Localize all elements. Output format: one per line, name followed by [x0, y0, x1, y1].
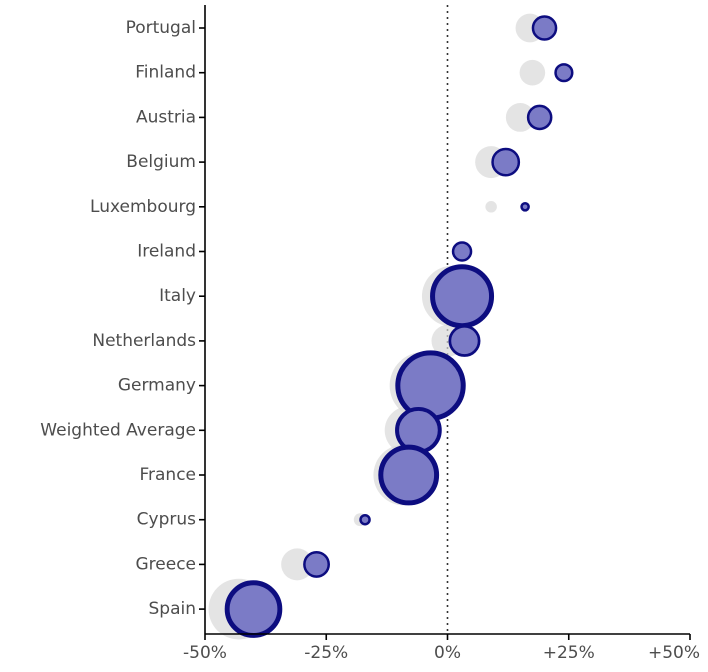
y-tick-label-weighted-average: Weighted Average — [40, 420, 196, 440]
x-tick-label-0: -50% — [183, 643, 227, 663]
y-tick-label-austria: Austria — [136, 107, 196, 127]
y-tick-label-luxembourg: Luxembourg — [90, 197, 196, 217]
current-bubble-italy — [430, 264, 495, 329]
current-bubble-finland — [554, 63, 574, 83]
current-bubble-netherlands — [448, 324, 481, 357]
previous-bubbles — [208, 13, 546, 640]
current-bubble-germany — [395, 350, 466, 421]
y-tick-label-cyprus: Cyprus — [137, 510, 196, 530]
current-bubbles — [224, 15, 574, 638]
y-tick-label-ireland: Ireland — [137, 242, 196, 262]
previous-bubble-austria — [505, 103, 535, 132]
current-bubble-greece — [303, 550, 330, 578]
previous-bubble-finland — [519, 59, 546, 86]
current-bubble-belgium — [491, 147, 521, 177]
x-tick-label-1: -25% — [304, 643, 348, 663]
current-bubble-france — [378, 444, 440, 506]
y-tick-label-spain: Spain — [149, 599, 197, 619]
previous-bubble-greece — [281, 548, 314, 581]
y-tick-label-france: France — [139, 465, 196, 485]
y-tick-label-greece: Greece — [135, 554, 196, 574]
y-tick-label-belgium: Belgium — [126, 152, 196, 172]
y-tick-label-italy: Italy — [159, 286, 196, 306]
current-bubble-austria — [526, 104, 553, 131]
y-tick-label-finland: Finland — [135, 63, 196, 83]
current-bubble-portugal — [531, 15, 558, 41]
x-tick-label-4: +50% — [648, 643, 700, 663]
axes: Portugal Finland Austria Belgium Luxembourg I… — [40, 5, 700, 663]
y-tick-label-portugal: Portugal — [126, 18, 196, 38]
current-bubble-spain — [224, 580, 283, 638]
current-bubble-cyprus — [359, 513, 371, 526]
current-bubble-luxembourg — [520, 202, 530, 212]
y-tick-label-netherlands: Netherlands — [92, 331, 196, 351]
current-bubble-ireland — [451, 241, 473, 262]
x-tick-label-3: +25% — [543, 643, 595, 663]
y-tick-label-germany: Germany — [118, 376, 196, 396]
x-tick-label-2: 0% — [434, 643, 461, 663]
previous-bubble-luxembourg — [485, 201, 497, 213]
